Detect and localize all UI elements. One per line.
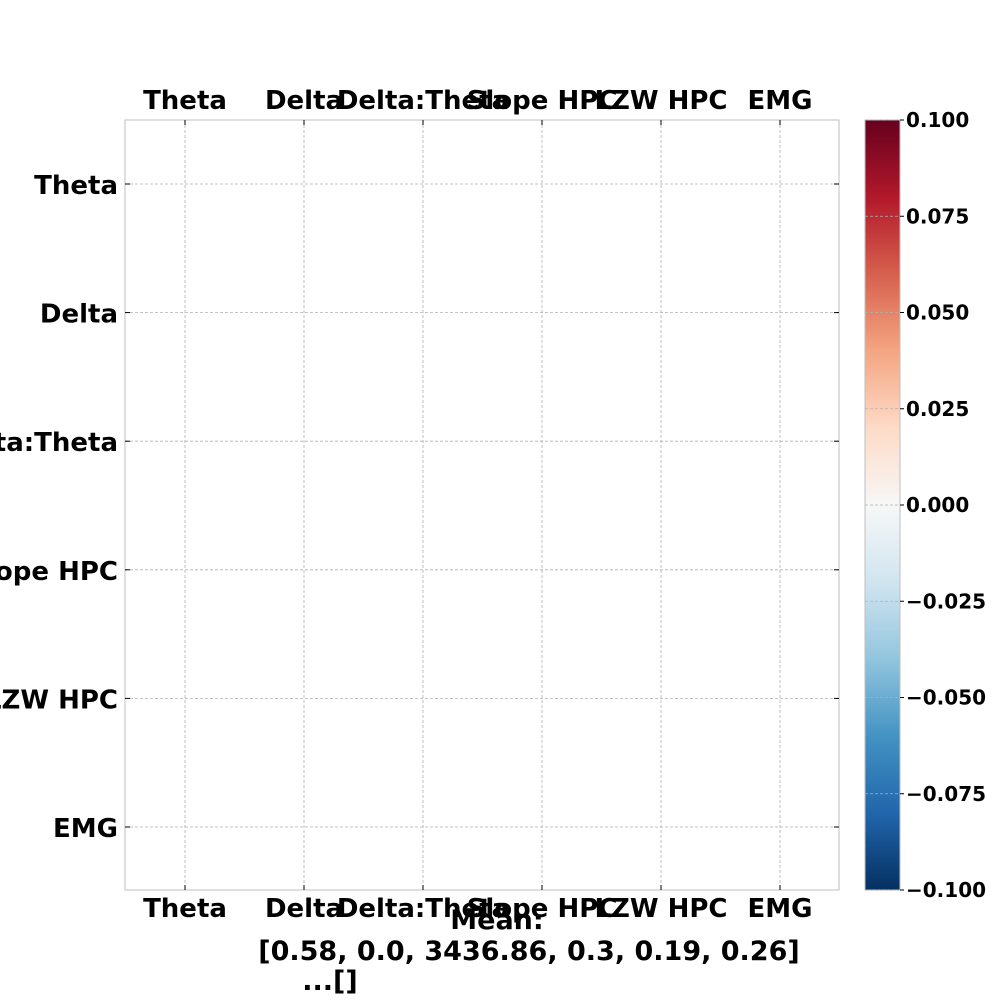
y-tick-label-delta: Delta (40, 300, 118, 330)
colorbar-tick-label: 0.025 (906, 397, 969, 421)
x-tick-label-bottom-lzw-hpc: LZW HPC (594, 894, 727, 924)
x-tick-label-top-lzw-hpc: LZW HPC (594, 86, 727, 116)
caption-line-3: ...[] (302, 966, 357, 997)
x-tick-label-bottom-delta: Delta (265, 894, 343, 924)
x-tick-label-bottom-emg: EMG (748, 894, 813, 924)
colorbar-tick-label: 0.075 (906, 204, 969, 228)
colorbar-tick-label: 0.100 (906, 108, 969, 132)
caption-line-1: Mean: (450, 905, 543, 936)
x-tick-label-top-delta: Delta (265, 86, 343, 116)
y-tick-label-theta: Theta (34, 171, 118, 201)
colorbar-tick-label: −0.050 (906, 686, 986, 710)
colorbar-tick-label: −0.075 (906, 782, 986, 806)
x-tick-label-top-theta: Theta (143, 86, 227, 116)
x-tick-label-top-emg: EMG (748, 86, 813, 116)
y-tick-label-slope-hpc: Slope HPC (0, 557, 118, 587)
colorbar-tick-label: 0.000 (906, 493, 969, 517)
x-tick-label-bottom-delta-theta: Delta:Theta (337, 894, 509, 924)
x-tick-label-bottom-theta: Theta (143, 894, 227, 924)
x-tick-label-top-slope-hpc: Slope HPC (467, 86, 618, 116)
plot-frame (124, 119, 840, 891)
colorbar-tick-label: −0.100 (906, 878, 986, 902)
y-tick-label-emg: EMG (53, 814, 118, 844)
caption-line-2: [0.58, 0.0, 3436.86, 0.3, 0.19, 0.26] (258, 936, 799, 967)
x-tick-label-top-delta-theta: Delta:Theta (337, 86, 509, 116)
colorbar-tick-label: 0.050 (906, 301, 969, 325)
y-tick-label-delta-theta: Delta:Theta (0, 428, 118, 458)
colorbar-tick-label: −0.025 (906, 589, 986, 613)
x-tick-label-bottom-slope-hpc: Slope HPC (467, 894, 618, 924)
y-tick-label-lzw-hpc: LZW HPC (0, 685, 118, 715)
